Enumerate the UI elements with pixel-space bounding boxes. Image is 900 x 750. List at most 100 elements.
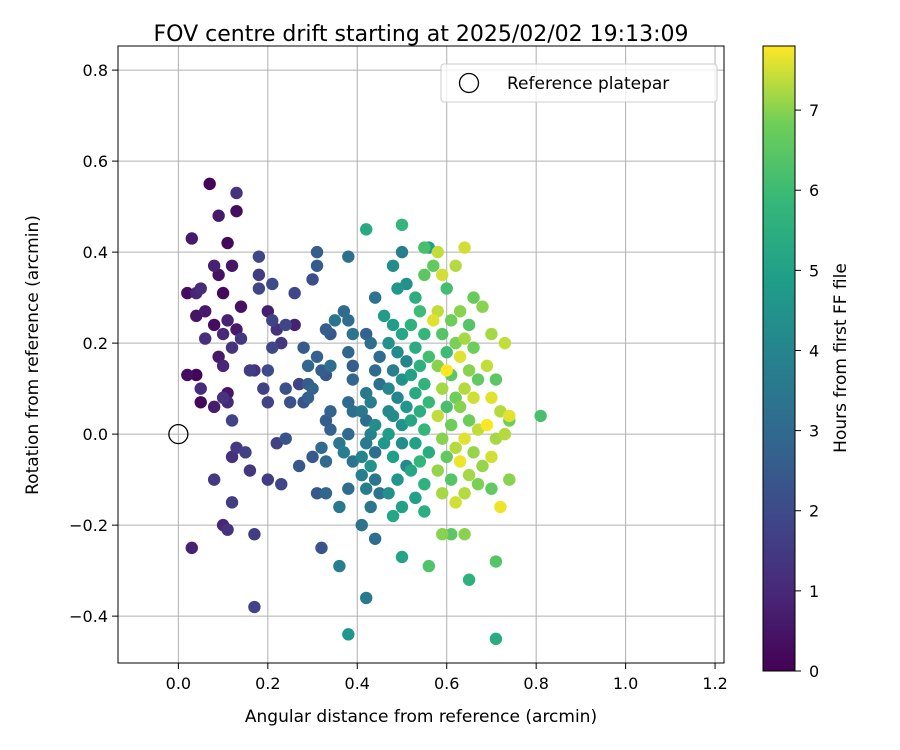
scatter-point [333,500,346,514]
scatter-point [292,459,306,473]
scatter-point [386,364,400,377]
scatter-point [395,245,409,259]
scatter-point [418,477,431,491]
scatter-point [364,459,377,473]
scatter-point [431,245,444,259]
scatter-point [324,359,337,373]
scatter-point [480,418,494,432]
scatter-point [207,318,221,332]
scatter-point [436,432,449,445]
colorbar-tick-label: 5 [809,261,819,280]
scatter-point [216,391,230,404]
scatter-point [391,282,404,295]
scatter-point [207,400,221,414]
scatter-point [418,423,431,436]
scatter-point [391,346,404,359]
scatter-point [462,414,476,427]
scatter-point [440,400,453,414]
colorbar: 0 1 2 3 4 5 6 7 Hours from first FF file [762,45,851,681]
scatter-point [395,550,409,564]
legend-entry-reference: Reference platepar [507,74,669,94]
scatter-point [431,409,444,423]
scatter-point [413,305,427,318]
scatter-point [471,373,485,386]
scatter-point [315,441,328,454]
scatter-point [404,414,418,427]
scatter-point [458,382,471,395]
scatter-point [400,400,413,414]
scatter-point [444,314,458,327]
x-tick-label: 1.0 [613,674,638,693]
scatter-point [360,223,373,236]
scatter-point [418,241,431,254]
scatter-point [436,382,449,395]
scatter-point [346,327,359,341]
scatter-point [498,427,512,441]
scatter-point [337,446,351,459]
y-tick-label: 0.8 [83,61,108,80]
scatter-point [462,318,476,332]
scatter-point [418,505,431,518]
scatter-point [288,318,301,332]
legend: Reference platepar [440,63,718,103]
scatter-point [404,368,418,382]
y-axis: −0.4 −0.2 0.0 0.2 0.4 0.6 0.8 [69,61,118,626]
scatter-point [248,600,261,614]
scatter-point [422,350,436,363]
scatter-point [400,355,413,368]
scatter-point [310,245,324,259]
scatter-point [364,396,377,409]
scatter-point [395,437,409,450]
reference-platepar-marker [168,423,189,445]
scatter-point [225,414,239,427]
colorbar-tick-label: 3 [809,422,819,441]
scatter-point [279,432,292,445]
scatter-point [440,282,453,295]
y-tick-label: 0.6 [83,152,108,171]
scatter-point [346,405,359,418]
reference-point [168,423,189,445]
scatter-point [485,391,498,404]
scatter-point [386,509,400,523]
x-tick-label: 0.4 [345,674,370,693]
scatter-point [261,396,275,409]
scatter-point [436,268,449,282]
scatter-point [453,400,467,414]
scatter-point [386,259,400,272]
scatter-point [301,359,315,373]
scatter-point [422,559,436,573]
scatter-point [368,291,382,304]
scatter-point [230,204,243,218]
scatter-point [382,487,395,500]
scatter-point [386,318,400,332]
scatter-point [216,286,230,300]
scatter-point [368,473,382,486]
scatter-point [306,382,319,395]
scatter-point [489,373,503,386]
scatter-point [266,277,279,291]
scatter-point [212,209,225,222]
scatter-point [436,528,449,541]
scatter-point [373,350,386,363]
scatter-point [216,359,230,373]
scatter-point [467,291,480,304]
scatter-point [391,391,404,404]
legend-marker-reference [458,72,480,94]
scatter-point [221,236,234,250]
scatter-point [310,259,324,272]
scatter-point [440,346,453,359]
scatter-point [395,218,409,232]
scatter-point [440,364,453,377]
scatter-point [489,555,503,568]
scatter-point [203,177,216,191]
y-tick-label: 0.2 [83,334,108,353]
colorbar-tick-label: 2 [809,502,819,521]
colorbar-tick-label: 1 [809,582,819,601]
scatter-point [418,268,431,282]
scatter-point [485,482,498,495]
chart-title: FOV centre drift starting at 2025/02/02 … [154,22,689,47]
x-axis: 0.0 0.2 0.4 0.6 0.8 1.0 1.2 [166,663,728,693]
scatter-point [194,396,207,409]
scatter-point [418,377,431,391]
scatter-point [462,364,476,377]
